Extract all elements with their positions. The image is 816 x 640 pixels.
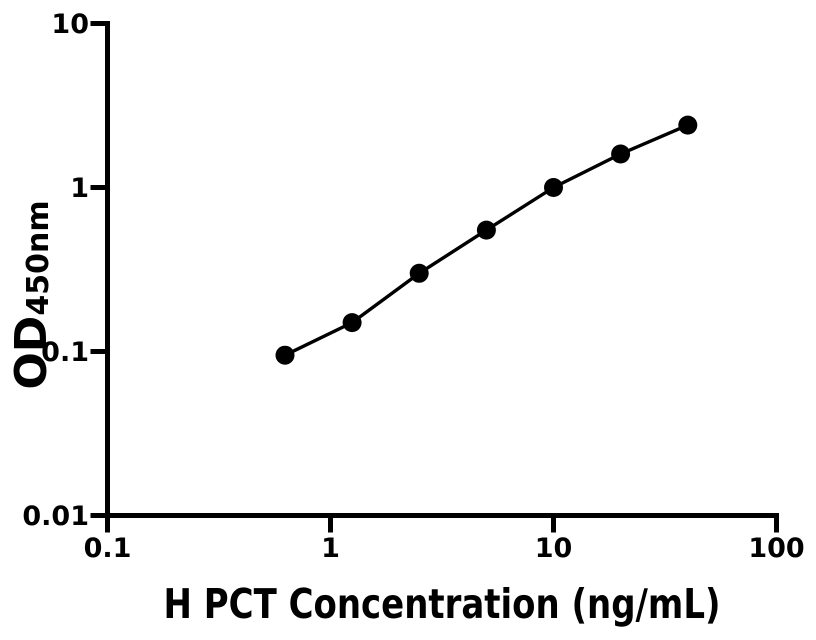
- y-axis-tick-label: 10: [51, 9, 89, 40]
- y-axis-tick-label: 1: [70, 173, 89, 204]
- x-axis-tick-label: 0.1: [84, 533, 132, 564]
- axis-spines: [105, 21, 779, 518]
- data-point: [342, 313, 362, 333]
- x-axis-title: H PCT Concentration (ng/mL): [164, 580, 721, 628]
- x-axis-tick-label: 100: [748, 533, 804, 564]
- standard-curve-series: [275, 115, 698, 365]
- y-axis-title-subscript: 450nm: [21, 200, 56, 315]
- y-axis-title-main: OD: [6, 316, 57, 390]
- data-point: [275, 345, 295, 365]
- data-point: [611, 144, 631, 164]
- data-point: [544, 178, 563, 197]
- x-axis-tick-label: 1: [321, 533, 340, 564]
- data-point: [409, 263, 429, 283]
- x-axis-tick-label: 10: [535, 533, 573, 564]
- y-axis-tick-label: 0.1: [41, 337, 89, 368]
- data-point: [678, 115, 698, 135]
- y-axis-title: OD450nm: [6, 200, 57, 389]
- y-axis-tick-label: 0.01: [22, 501, 89, 532]
- data-point: [476, 220, 496, 240]
